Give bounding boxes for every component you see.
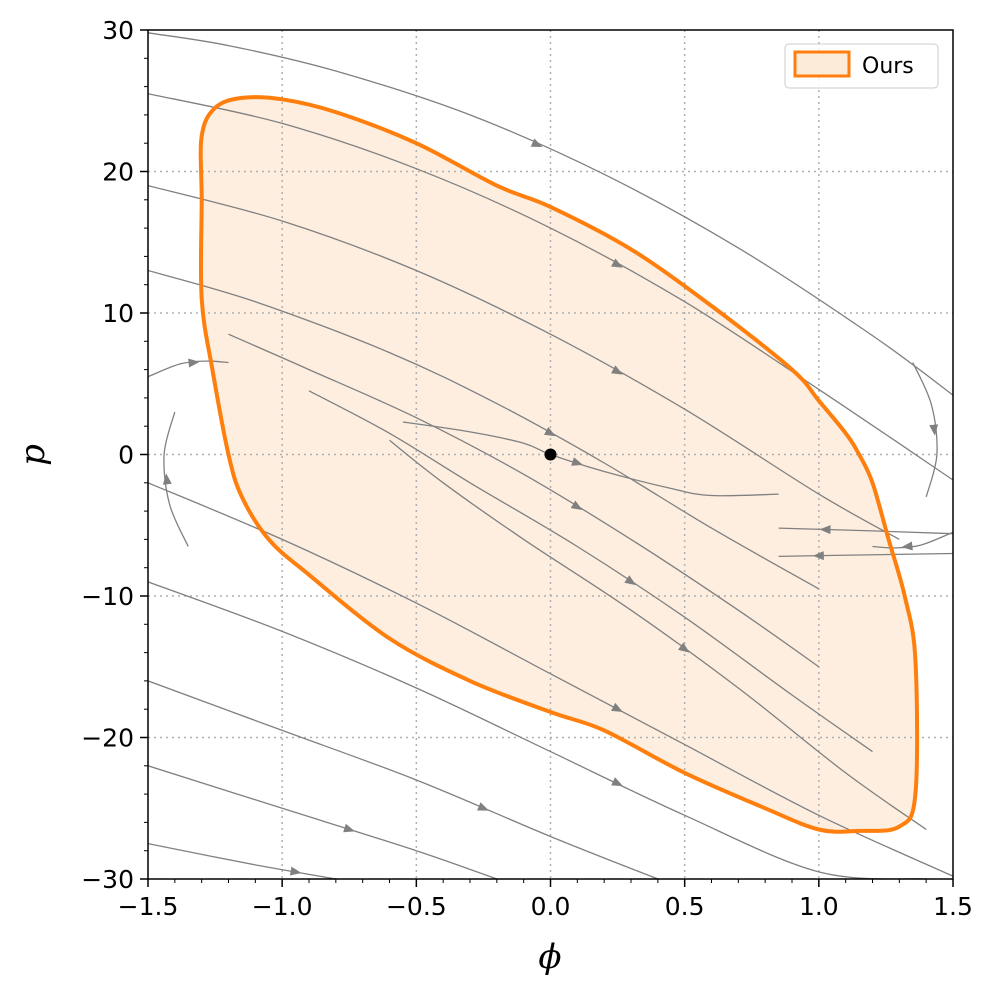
streamline <box>148 842 336 879</box>
y-tick-label: 20 <box>102 158 134 187</box>
streamline-arrow <box>188 358 200 368</box>
streamline-arrow <box>611 365 623 375</box>
streamline-arrow <box>901 541 913 551</box>
streamline-arrow <box>819 525 831 535</box>
streamline <box>148 765 498 879</box>
minor-ticks <box>144 57 927 883</box>
streamline-arrow <box>570 500 583 511</box>
equilibrium-point <box>544 448 557 461</box>
streamline-arrow <box>611 258 623 268</box>
streamline <box>148 581 927 879</box>
streamline <box>148 680 659 879</box>
y-tick-label: −20 <box>81 724 134 753</box>
streamline <box>389 439 927 831</box>
x-tick-label: −1.0 <box>252 892 313 921</box>
streamline-arrow <box>289 866 302 876</box>
streamline <box>778 552 953 558</box>
axis-ticks: −1.5 −1.0 −0.5 0.0 0.5 1.0 1.5 −30 −20 −10 0 10 20 30 <box>81 16 973 921</box>
streamline <box>148 93 953 481</box>
streamline <box>148 184 900 540</box>
streamline <box>148 482 953 877</box>
streamline-arrow <box>571 457 584 466</box>
streamline-arrow <box>162 473 172 485</box>
region-of-attraction <box>198 95 920 834</box>
streamline-arrow <box>611 777 624 787</box>
x-tick-label: −1.5 <box>118 892 179 921</box>
x-tick-label: 1.5 <box>933 892 973 921</box>
streamlines <box>148 32 953 879</box>
y-tick-label: −30 <box>81 865 134 894</box>
legend-label: Ours <box>862 54 914 79</box>
y-tick-label: 10 <box>102 299 134 328</box>
streamline-arrow <box>812 551 824 561</box>
legend: Ours <box>784 43 939 89</box>
region-boundary-line <box>198 95 920 834</box>
y-tick-label: 0 <box>118 441 134 470</box>
y-axis-label: p <box>13 444 53 466</box>
streamline <box>148 32 953 396</box>
region-fill-layer <box>200 97 918 832</box>
y-tick-label: −10 <box>81 582 134 611</box>
streamline-arrow <box>678 642 690 653</box>
streamline-arrow <box>530 138 543 148</box>
streamline-arrow <box>477 802 489 811</box>
x-tick-label: 0.5 <box>665 892 705 921</box>
streamline <box>148 269 820 590</box>
equilibrium-points <box>544 448 557 461</box>
streamline-arrow <box>929 424 939 436</box>
streamline <box>308 390 873 753</box>
legend-swatch <box>793 50 851 78</box>
y-tick-label: 30 <box>102 16 134 45</box>
x-tick-label: 0.0 <box>531 892 571 921</box>
streamline-arrow <box>611 702 623 712</box>
streamline-arrow <box>624 575 637 586</box>
streamline-arrow <box>343 823 356 833</box>
streamline-arrow <box>543 426 556 437</box>
x-axis-label: ϕ <box>538 937 561 977</box>
region-fill <box>200 97 918 832</box>
streamline <box>778 527 953 535</box>
streamline <box>228 333 820 668</box>
x-tick-label: 1.0 <box>799 892 839 921</box>
x-tick-label: −0.5 <box>386 892 447 921</box>
